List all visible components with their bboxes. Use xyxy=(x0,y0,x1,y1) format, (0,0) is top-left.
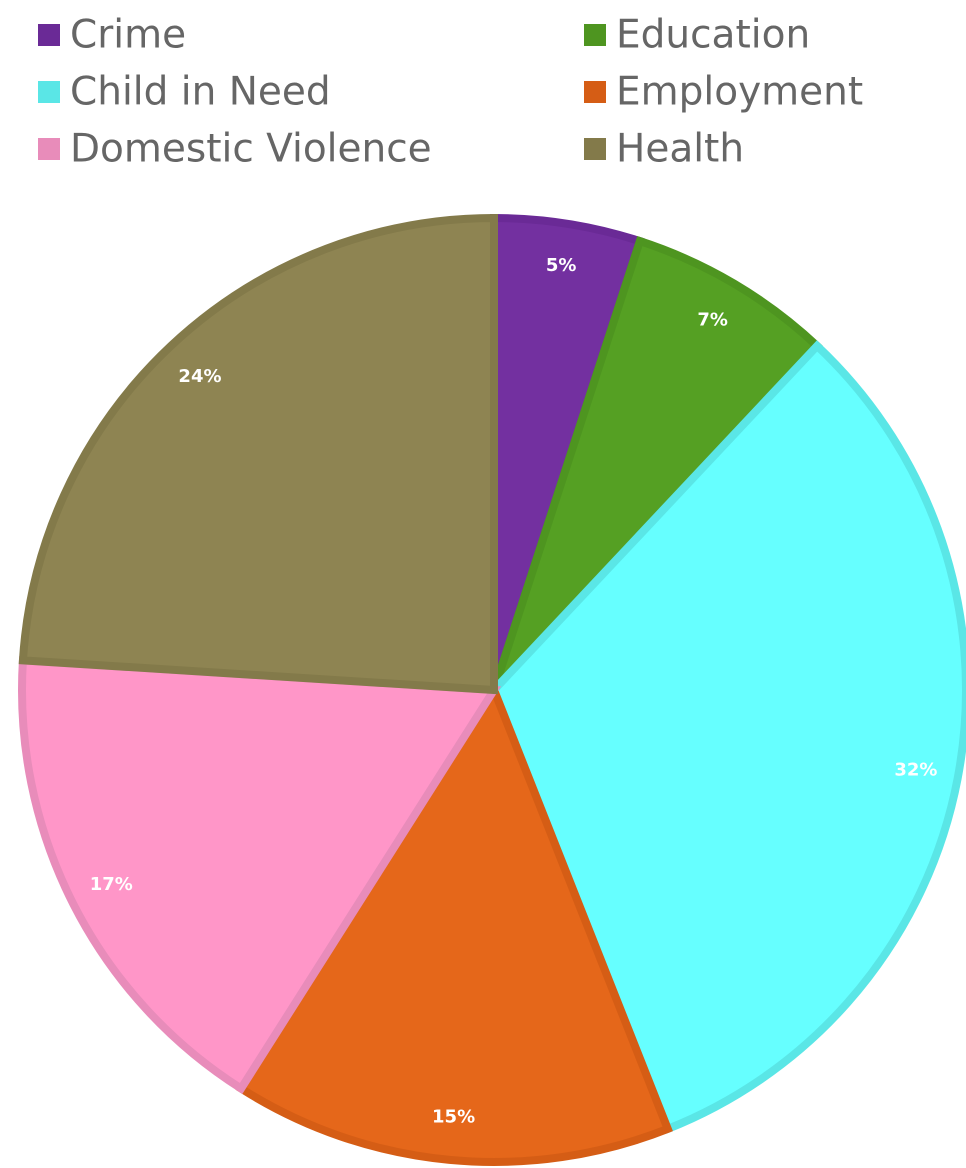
legend-swatch xyxy=(584,138,606,160)
legend-label: Domestic Violence xyxy=(70,127,432,172)
legend-swatch xyxy=(38,138,60,160)
pie-slice xyxy=(235,681,673,1166)
data-label: 24% xyxy=(178,366,221,387)
pie-slice xyxy=(18,656,502,1095)
legend-swatch xyxy=(584,81,606,103)
legend-label: Education xyxy=(616,13,810,58)
legend-label: Employment xyxy=(616,70,863,115)
legend-swatch xyxy=(38,24,60,46)
legend-label: Child in Need xyxy=(70,70,331,115)
data-label: 7% xyxy=(697,309,728,330)
legend-label: Crime xyxy=(70,13,186,58)
data-label: 15% xyxy=(432,1107,475,1128)
legend-label: Health xyxy=(616,127,744,172)
data-label: 32% xyxy=(894,759,937,780)
pie-slice xyxy=(490,236,823,693)
pie-slice xyxy=(489,340,966,1135)
data-label: 17% xyxy=(90,874,133,895)
data-label: 5% xyxy=(546,255,577,276)
legend-swatch xyxy=(38,81,60,103)
legend-swatch xyxy=(584,24,606,46)
pie-slice xyxy=(18,213,498,695)
